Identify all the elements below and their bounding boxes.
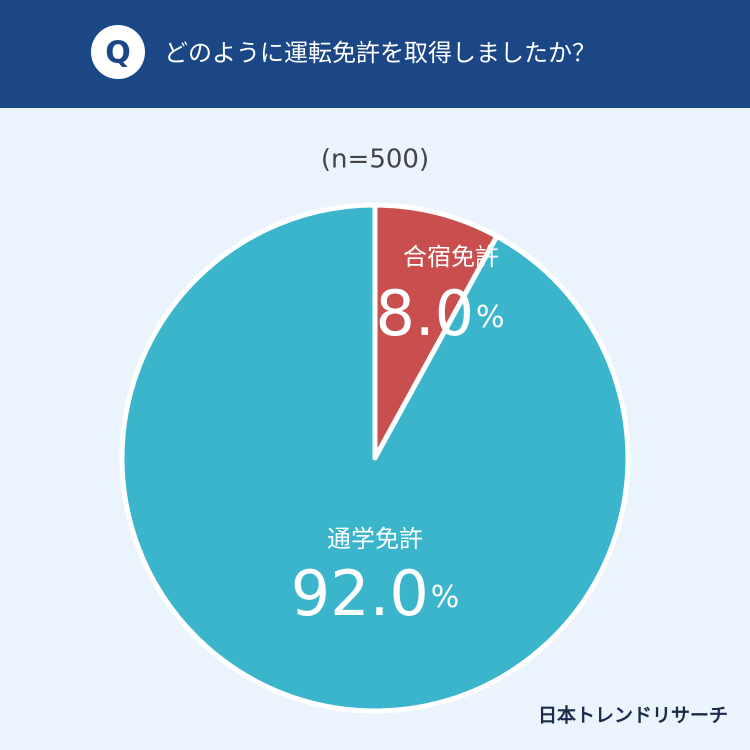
slice-label: 通学免許 (327, 525, 423, 553)
badge: Q (105, 36, 131, 71)
slice (119, 202, 631, 714)
source: 日本トレンドリサーチ (538, 704, 728, 727)
slice-label: 合宿免許 (403, 243, 499, 271)
value-suffix: % (431, 580, 460, 615)
pie (119, 202, 631, 714)
value-suffix: % (476, 300, 505, 335)
subtitle: (n=500) (321, 145, 429, 175)
labels: 合宿免許 8.0% 通学免許 92.0% (291, 243, 505, 630)
value-label: 8.0 (375, 277, 474, 350)
chart-title: どのように運転免許を取得しましたか？ (164, 39, 596, 67)
slice (372, 202, 500, 461)
value-label: 92.0 (291, 557, 429, 630)
badge-circle (91, 25, 145, 79)
value-label-group: 8.0% (375, 277, 504, 350)
value-label-group: 92.0% (291, 557, 460, 630)
